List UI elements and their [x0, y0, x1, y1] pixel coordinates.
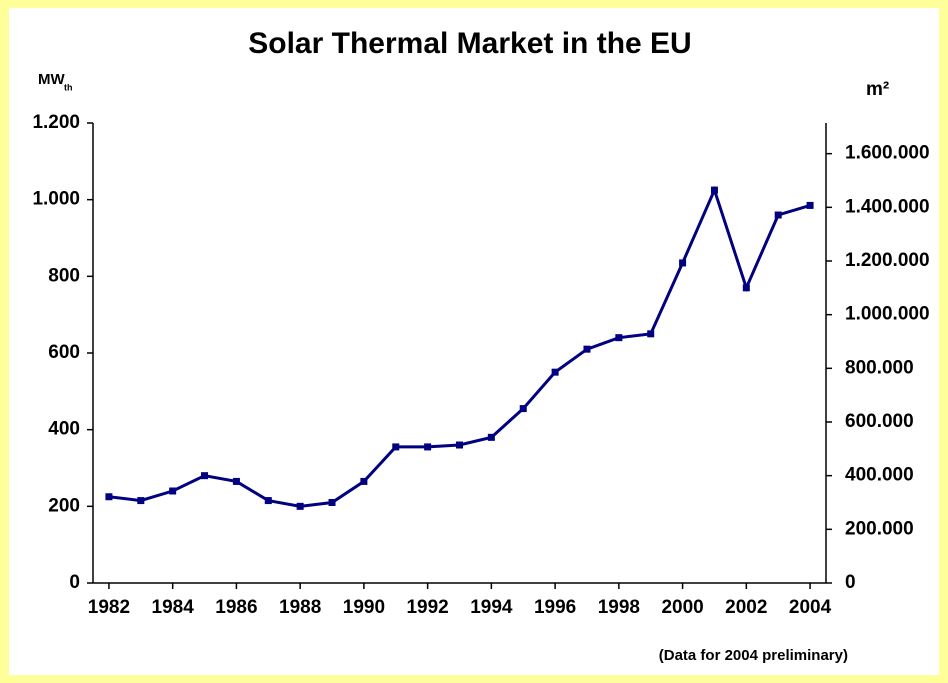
point	[806, 201, 814, 209]
point	[296, 502, 304, 510]
point	[647, 330, 655, 338]
y-tick-label: 800	[48, 265, 80, 286]
y2-tick-label: 1.400.000	[845, 196, 930, 217]
point	[583, 345, 591, 353]
point	[264, 497, 272, 505]
x-tick-label: 2004	[789, 597, 832, 618]
x-tick-label: 2000	[661, 597, 703, 618]
point	[328, 499, 336, 506]
y2-tick-label: 200.000	[845, 518, 914, 539]
y2-tick-label: 600.000	[845, 411, 914, 432]
y-axis-label-sub: th	[64, 82, 73, 92]
x-tick-label: 1994	[470, 597, 513, 618]
note: (Data for 2004 preliminary)	[659, 647, 848, 664]
x-tick-label: 1990	[343, 597, 385, 618]
point	[392, 443, 400, 451]
y2-axis-label: m²	[866, 79, 889, 100]
y-tick-label: 400	[48, 419, 80, 440]
point	[456, 441, 463, 449]
point	[360, 477, 368, 485]
y-tick-label: 600	[48, 342, 80, 363]
y-axis-label: MW	[38, 71, 65, 88]
y2-tick-label: 1.000.000	[845, 304, 930, 325]
x-tick-label: 1986	[215, 597, 257, 618]
point	[774, 211, 782, 219]
y2-tick-label: 1.200.000	[845, 250, 930, 271]
panel	[9, 8, 939, 675]
point	[519, 405, 527, 413]
point	[551, 368, 559, 376]
y-tick-label: 0	[69, 572, 80, 593]
point	[169, 487, 177, 495]
y2-tick-label: 1.600.000	[845, 143, 930, 164]
y-tick-label: 1.000	[32, 189, 80, 210]
y-tick-label: 200	[48, 495, 80, 516]
x-tick-label: 1998	[598, 597, 640, 618]
x-tick-label: 2002	[725, 597, 767, 618]
point	[710, 186, 718, 194]
x-tick-label: 1982	[88, 597, 130, 618]
point	[742, 284, 750, 292]
point	[137, 497, 145, 505]
point	[424, 443, 432, 451]
x-tick-label: 1988	[279, 597, 321, 618]
point	[615, 334, 623, 342]
point	[201, 472, 209, 480]
point	[232, 477, 240, 485]
x-tick-label: 1992	[406, 597, 448, 618]
x-tick-label: 1984	[152, 597, 195, 618]
point	[679, 259, 687, 267]
point	[487, 433, 495, 441]
chart-title: Solar Thermal Market in the EU	[248, 27, 691, 60]
y2-tick-label: 0	[845, 572, 856, 593]
y-tick-label: 1.200	[32, 112, 80, 133]
y2-tick-label: 400.000	[845, 465, 914, 486]
y2-tick-label: 800.000	[845, 357, 914, 378]
point	[105, 493, 113, 501]
x-tick-label: 1996	[534, 597, 576, 618]
